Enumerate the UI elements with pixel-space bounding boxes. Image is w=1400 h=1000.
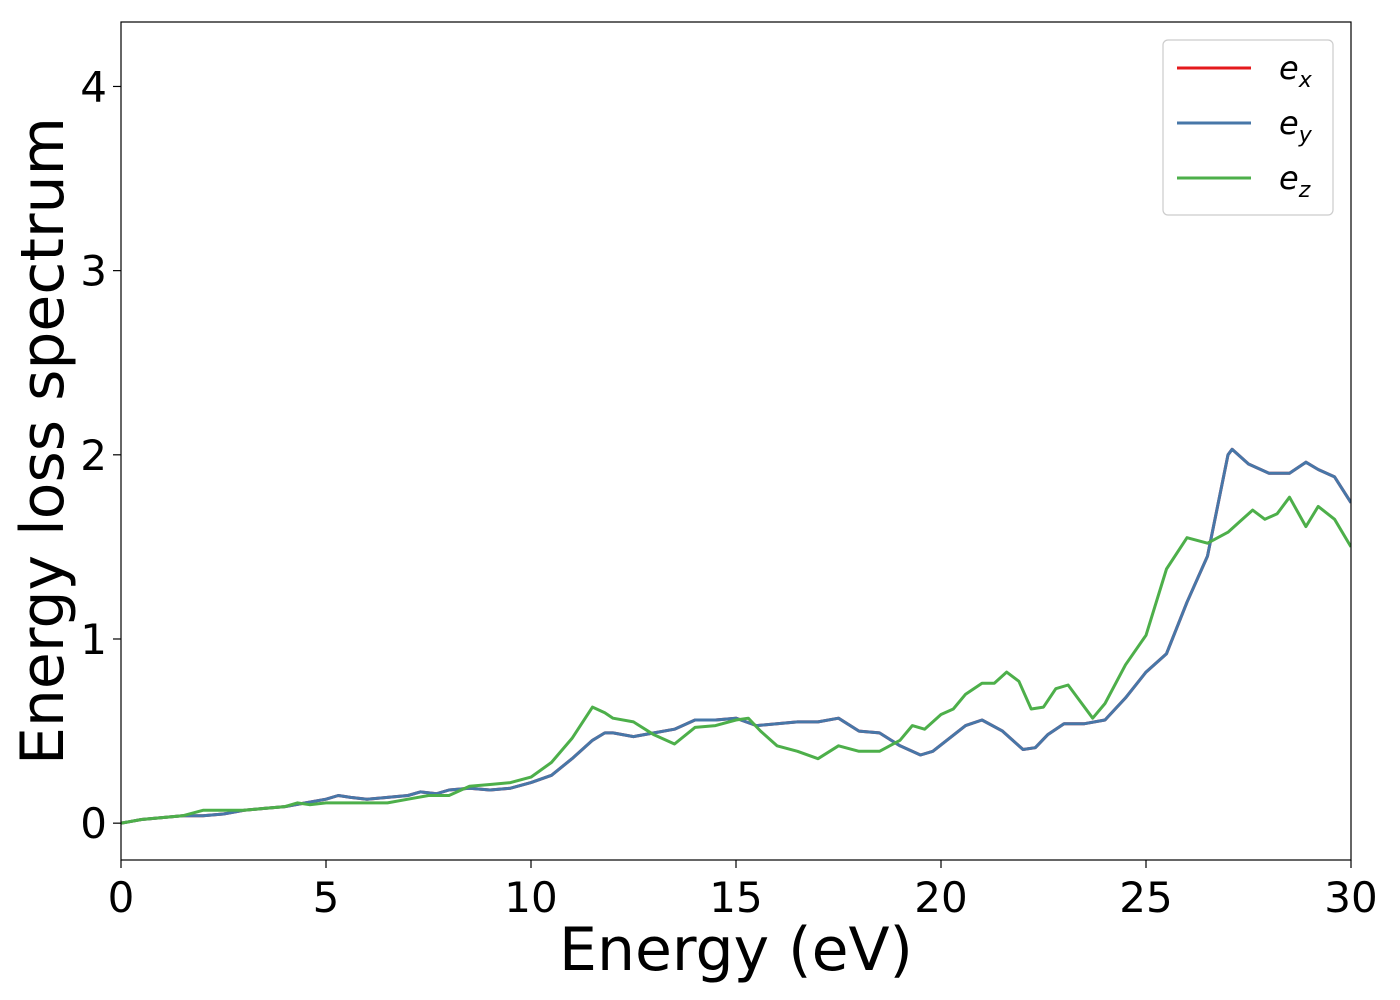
x-tick-label: 5 [313, 873, 340, 922]
legend: ex ey ez [1162, 39, 1334, 216]
x-tick-label: 30 [1324, 873, 1377, 922]
y-tick-label: 4 [80, 62, 107, 111]
legend-box [1162, 39, 1334, 216]
x-tick-label: 15 [709, 873, 762, 922]
legend-label-z: ez [1279, 159, 1311, 203]
y-tick-label: 2 [80, 431, 107, 480]
x-axis-label: Energy (eV) [559, 915, 913, 985]
x-tick-label: 0 [108, 873, 135, 922]
y-tick-label: 3 [80, 247, 107, 296]
axis-ticks: 0 5 10 15 20 25 30 0 1 2 3 4 [80, 62, 1377, 922]
x-tick-label: 20 [914, 873, 967, 922]
legend-label-y: ey [1279, 104, 1313, 148]
y-axis-label: Energy loss spectrum [8, 117, 78, 765]
series-line-x [121, 447, 1351, 825]
x-tick-label: 25 [1119, 873, 1172, 922]
legend-label-x: ex [1279, 49, 1313, 93]
y-tick-label: 1 [80, 615, 107, 664]
x-tick-label: 10 [504, 873, 557, 922]
series-line-z [121, 495, 1351, 825]
series-line-y [121, 447, 1351, 825]
y-tick-label: 0 [80, 799, 107, 848]
